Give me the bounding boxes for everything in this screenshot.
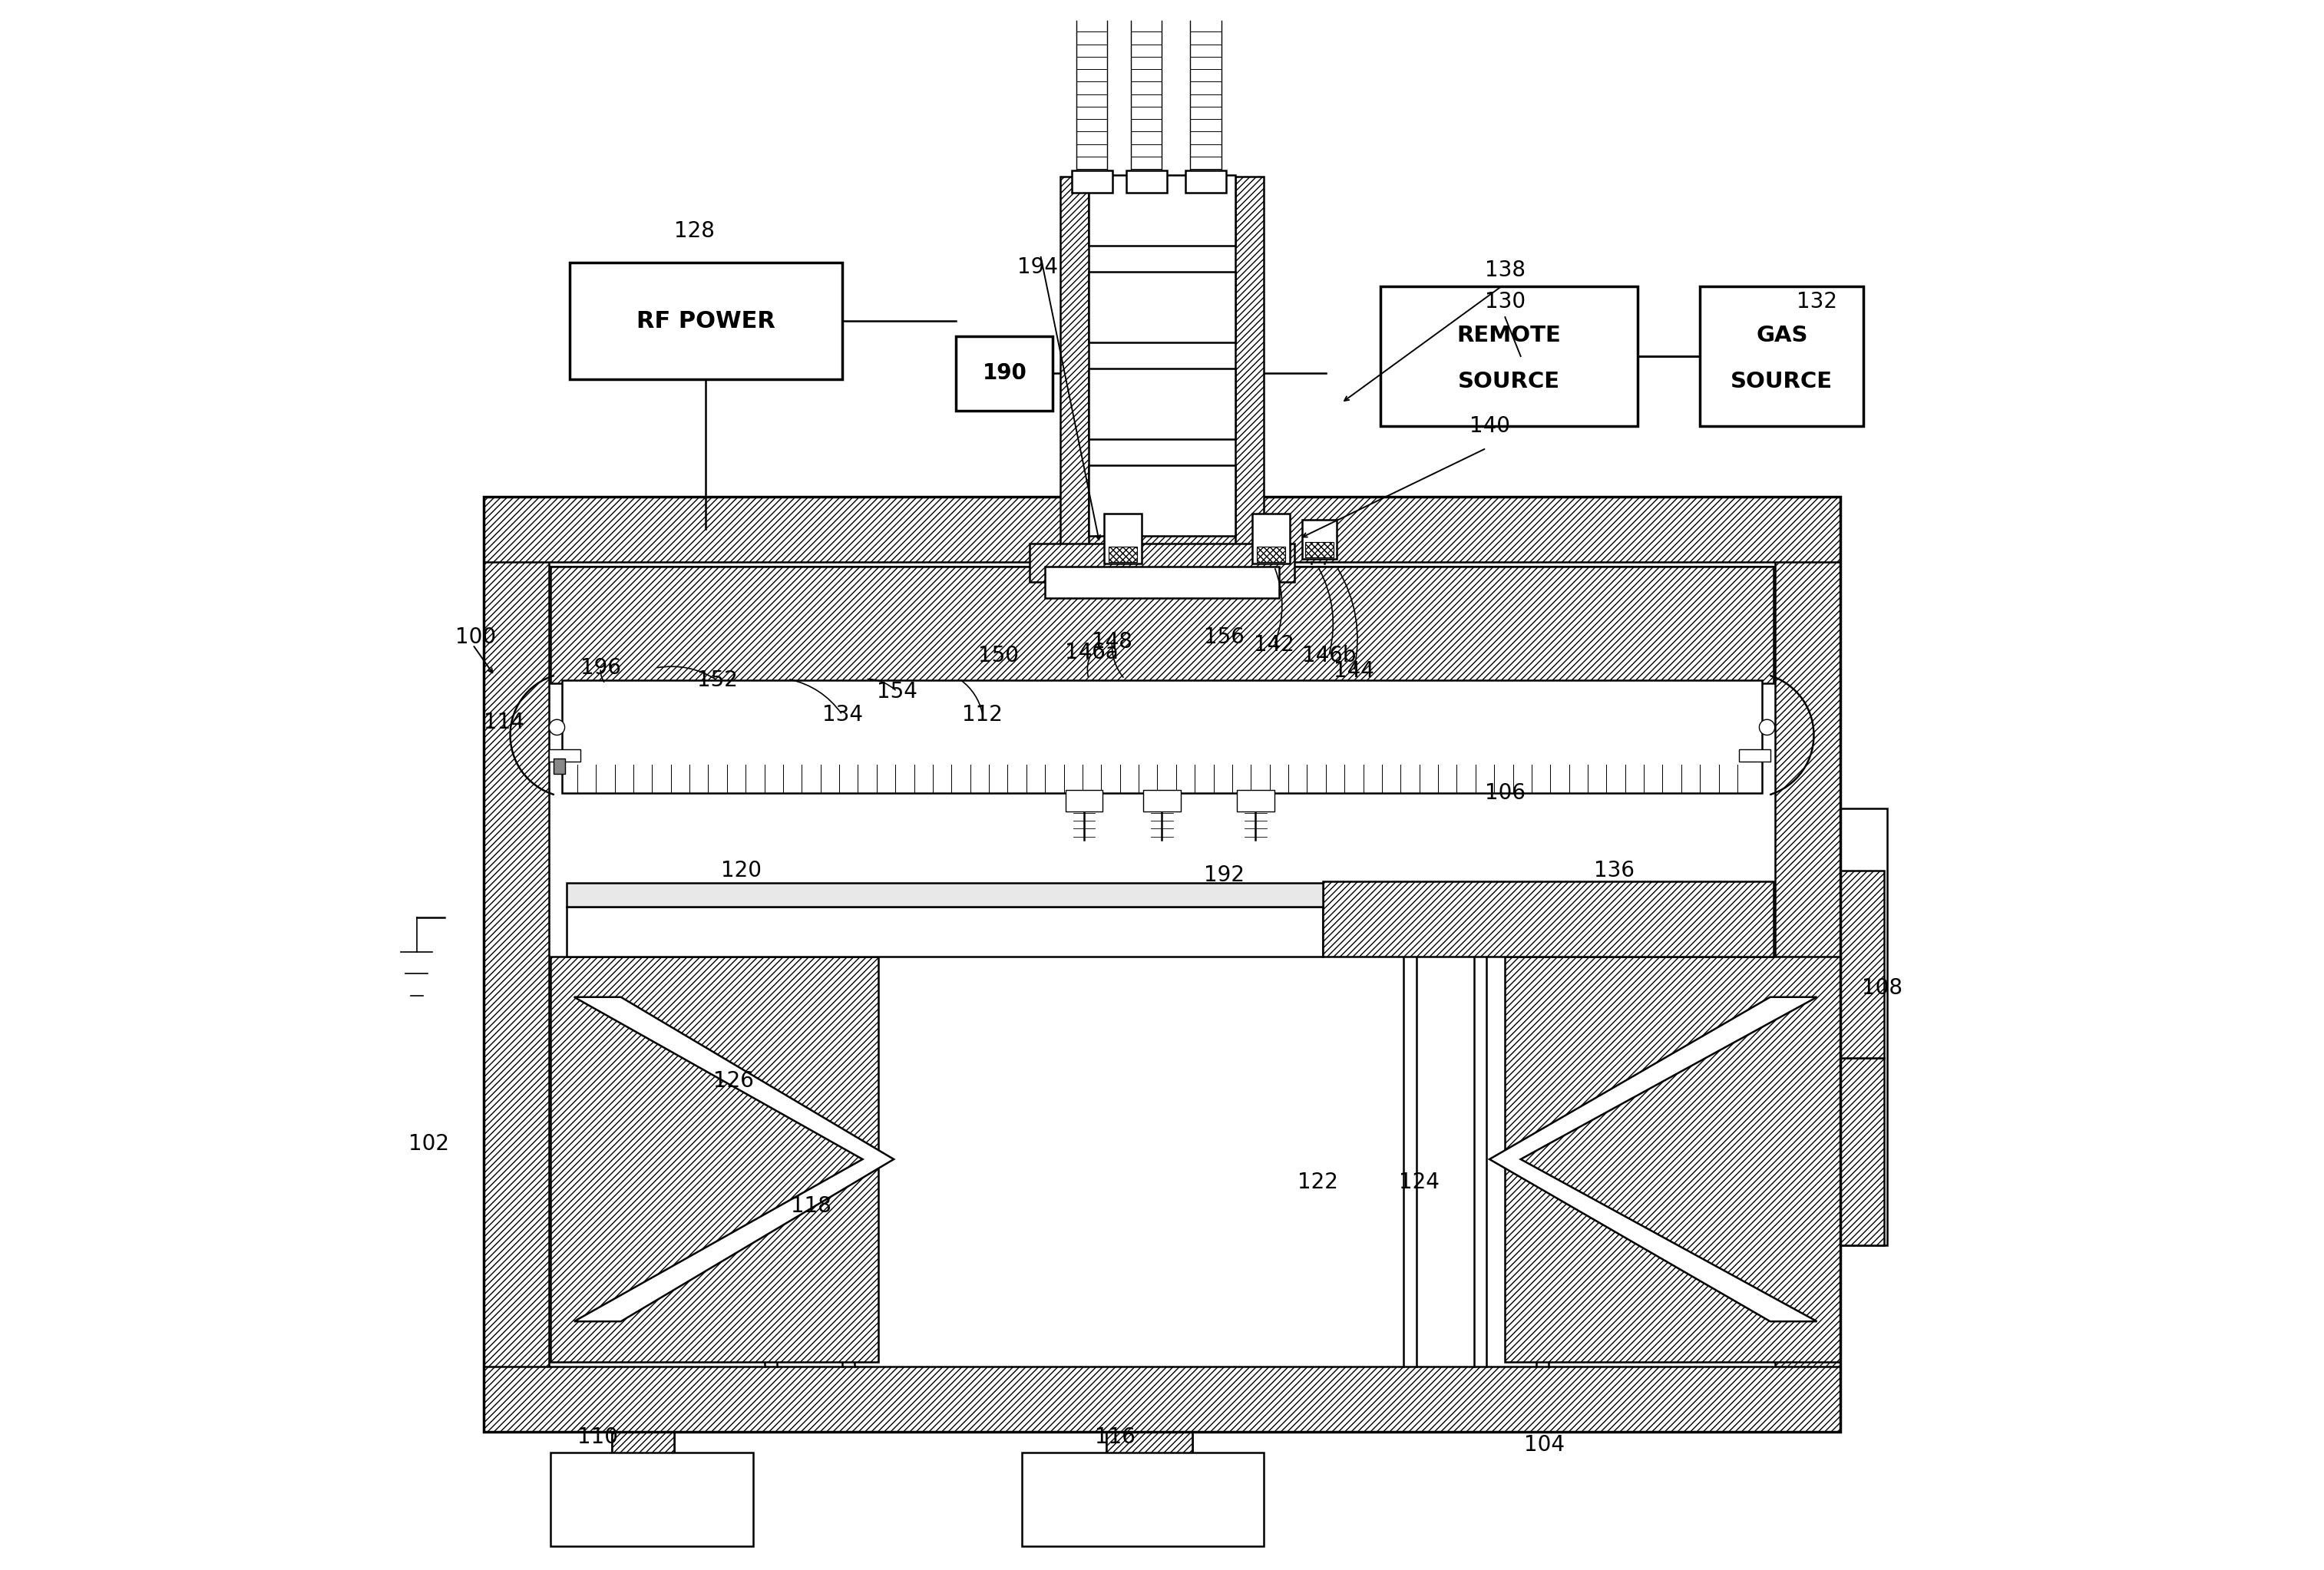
Bar [1023,1452,1264,1546]
Bar [1088,176,1236,245]
Bar [1185,171,1227,193]
Text: 112: 112 [962,703,1004,725]
Bar [1143,790,1181,812]
Bar [569,262,841,380]
Bar [1841,1058,1885,1245]
Bar [1236,177,1264,567]
Bar [1841,809,1887,1245]
Bar [1071,171,1113,193]
Text: 106: 106 [1485,782,1525,804]
Text: 120: 120 [720,860,762,881]
Text: 102: 102 [409,1134,449,1154]
Bar [1106,1432,1192,1495]
Bar [548,749,581,761]
Text: 190: 190 [983,363,1025,385]
Bar [1030,543,1294,582]
Text: 134: 134 [823,703,862,725]
Bar [1841,871,1885,1058]
Text: SOURCE: SOURCE [1731,371,1834,392]
Bar [1104,513,1141,564]
Bar [1380,286,1638,427]
Text: GAS: GAS [1757,325,1808,345]
Text: 148: 148 [1092,631,1132,652]
Text: 194: 194 [1018,256,1057,278]
Bar [1088,272,1236,342]
Bar [1699,286,1864,427]
Bar [1060,177,1088,567]
Bar [1046,567,1278,598]
Bar [551,956,878,1361]
Text: 190: 190 [983,363,1027,385]
Bar [955,336,1053,411]
Text: 192: 192 [1204,865,1246,885]
Text: 136: 136 [1594,860,1634,881]
Text: 114: 114 [483,711,525,733]
Bar [551,1452,753,1546]
Bar [483,496,1841,562]
Bar [1322,882,1773,956]
Text: 196: 196 [581,658,621,678]
Bar [1253,513,1290,564]
Bar [1506,956,1841,1361]
Bar [1064,790,1104,812]
Text: 138: 138 [1485,259,1525,281]
Text: 116: 116 [1095,1426,1136,1448]
Bar [553,758,565,774]
Bar [1257,546,1285,562]
Text: 154: 154 [876,681,918,702]
Text: 140: 140 [1469,416,1511,436]
Text: 130: 130 [1485,290,1525,312]
Bar [562,680,1762,793]
Text: 150: 150 [978,645,1018,666]
Text: 132: 132 [1796,290,1838,312]
Text: 124: 124 [1399,1171,1439,1193]
Polygon shape [574,997,895,1322]
Bar [483,496,1841,1432]
Text: 142: 142 [1255,634,1294,655]
Text: RF POWER: RF POWER [637,309,776,333]
Bar [611,1432,674,1495]
Text: 152: 152 [697,670,737,691]
Bar [1776,496,1841,1432]
Circle shape [548,719,565,735]
Bar [551,567,1773,683]
Bar [567,906,1322,956]
Text: 108: 108 [1862,977,1903,999]
Bar [567,884,1322,906]
Text: 104: 104 [1525,1433,1564,1455]
Text: 122: 122 [1297,1171,1339,1193]
Bar [1306,542,1334,557]
Text: 144: 144 [1334,661,1373,681]
Bar [1301,520,1336,559]
Circle shape [1759,719,1776,735]
Text: 126: 126 [713,1071,753,1093]
Polygon shape [1490,997,1817,1322]
Text: SOURCE: SOURCE [1457,371,1559,392]
Text: 100: 100 [456,626,497,647]
Text: 110: 110 [576,1426,618,1448]
Text: 128: 128 [674,221,713,242]
Bar [1109,546,1136,562]
Text: 146b: 146b [1301,645,1355,666]
Bar [483,496,548,1432]
Text: 118: 118 [790,1195,832,1217]
Bar [1127,171,1167,193]
Bar [1738,749,1771,761]
Text: 156: 156 [1204,626,1246,647]
Bar [1088,369,1236,440]
Bar [1236,790,1274,812]
Text: 146a: 146a [1064,642,1118,663]
Bar [483,1366,1841,1432]
Bar [1088,465,1236,535]
Text: REMOTE: REMOTE [1457,325,1562,345]
